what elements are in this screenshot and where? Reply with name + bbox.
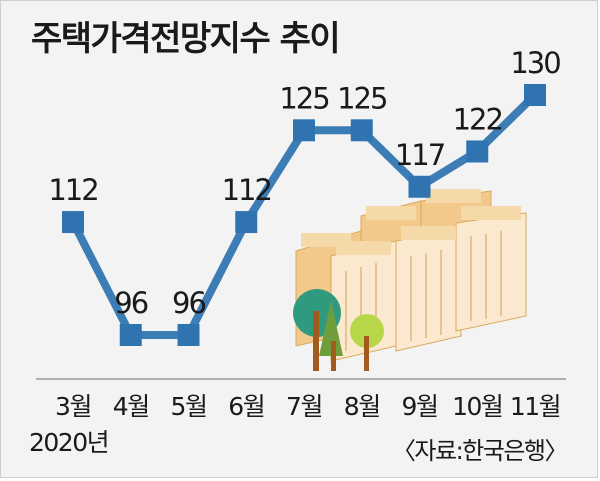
data-value-label: 122 [453,102,502,136]
data-value-label: 117 [395,138,444,172]
data-value-label: 130 [510,46,560,80]
data-value-label: 125 [279,81,328,115]
x-tick-label: 5월 [171,392,207,421]
x-tick-label: 6월 [228,392,264,421]
data-point-marker [350,119,373,142]
data-value-label: 112 [48,173,97,207]
data-value-label: 112 [222,173,271,207]
x-tick-label: 3월 [55,392,91,421]
data-point-marker [235,211,258,234]
x-tick-label: 10월 [452,392,502,421]
x-tick-label: 9월 [402,392,438,421]
tree-illustration [293,289,384,371]
data-point-marker [177,324,200,346]
data-value-label: 96 [114,286,147,320]
data-point-marker [466,140,489,163]
source-label: 〈자료:한국은행〉 [391,437,569,465]
data-value-label: 96 [172,286,205,320]
x-tick-label: 8월 [344,392,380,421]
data-value-label: 125 [337,81,386,115]
data-point-marker [293,119,315,142]
data-point-marker [408,175,431,198]
data-point-marker [62,211,84,234]
data-point-marker [119,324,142,346]
x-tick-label: 7월 [286,392,322,421]
x-tick-label: 4월 [113,392,149,421]
data-point-marker [524,84,546,106]
apartment-illustration [293,189,527,371]
year-label: 2020년 [29,428,110,457]
x-tick-label: 11월 [510,392,560,421]
chart-title: 주택가격전망지수 추이 [31,19,341,59]
